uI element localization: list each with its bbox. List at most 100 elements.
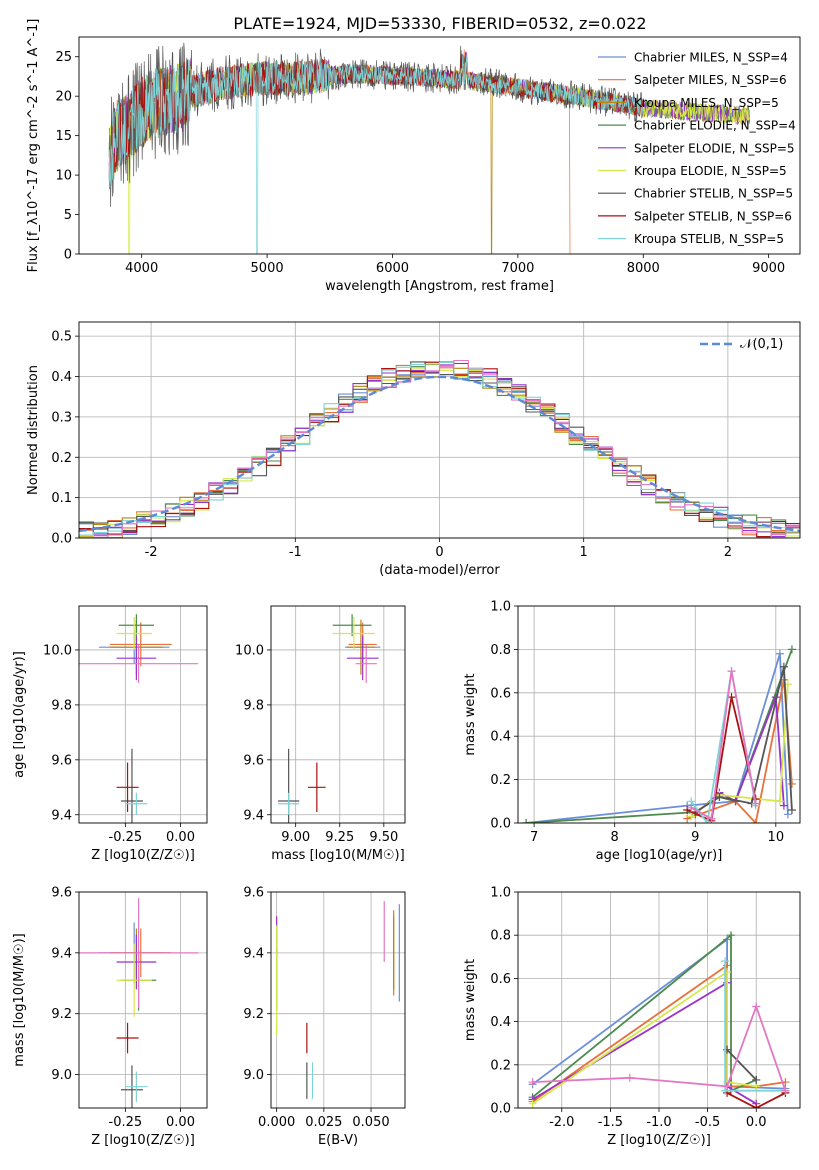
y-tick-label: 0.6: [490, 686, 511, 701]
y-tick-label: 0.1: [51, 491, 72, 506]
y-tick-label: 9.4: [51, 808, 72, 823]
x-tick-label: 0.00: [166, 1115, 195, 1130]
y-tick-label: 5: [64, 208, 72, 223]
age-vs-metallicity-y-axis-label: age [log10(age/yr)]: [12, 651, 27, 778]
y-tick-label: 0.3: [51, 410, 72, 425]
x-tick-label: 9.25: [325, 830, 354, 845]
age-vs-metallicity: -0.25 0.00 9.4 9.6 9.8 10.0: [43, 606, 207, 845]
axes-frame: [270, 891, 406, 1109]
mass-weight-marker: [751, 819, 760, 823]
y-tick-label: 1.0: [490, 886, 511, 901]
y-tick-label: 10.0: [43, 643, 72, 658]
mass-weight-marker: [781, 1086, 790, 1095]
y-tick-label: 10.0: [235, 643, 264, 658]
mass-weight-marker: [783, 810, 792, 819]
mass-weight-marker: [625, 1073, 634, 1082]
legend-label: Kroupa STELIB, N_SSP=5: [634, 232, 784, 246]
mass-weight-marker: [787, 805, 796, 814]
legend-label: Salpeter MILES, N_SSP=6: [634, 73, 787, 87]
mass-vs-metallicity-x-axis-label: Z [log10(Z/Z☉)]: [91, 1133, 195, 1148]
x-tick-label: 0: [435, 545, 443, 560]
x-tick-label: -1: [289, 545, 302, 560]
mass-vs-metallicity: -0.25 0.00 9.0 9.2 9.4 9.6: [51, 886, 207, 1130]
mass-weight-marker: [715, 792, 724, 801]
x-tick-label: 0.025: [305, 1115, 342, 1130]
x-tick-label: -1.5: [598, 1115, 623, 1130]
histogram-steps: [79, 359, 800, 538]
spectrum-lines: [108, 42, 750, 254]
x-tick-label: 9.50: [369, 830, 398, 845]
x-tick-label: 4000: [125, 261, 158, 276]
y-tick-label: 9.6: [51, 753, 72, 768]
y-tick-label: 0.0: [490, 817, 511, 832]
y-tick-label: 0.2: [51, 451, 72, 466]
y-tick-label: 9.2: [243, 1007, 264, 1022]
age-vs-metallicity-x-axis-label: Z [log10(Z/Z☉)]: [91, 848, 195, 863]
y-tick-label: 0.4: [490, 1015, 511, 1030]
mass-weight-line: [532, 970, 757, 1105]
legend-label: Chabrier STELIB, N_SSP=5: [634, 187, 793, 201]
axes-frame: [78, 605, 208, 824]
age-vs-mass-x-axis-label: mass [log10(M/M☉)]: [271, 848, 404, 863]
y-tick-label: 9.6: [243, 753, 264, 768]
y-tick-label: 9.6: [51, 886, 72, 901]
mass-weight-marker: [779, 662, 788, 671]
legend-label: 𝒩(0,1): [740, 337, 783, 352]
y-tick-label: 0.2: [490, 1058, 511, 1073]
x-tick-label: 0.0: [746, 1115, 767, 1130]
mass-weight-vs-metallicity-y-axis-label: mass weight: [463, 959, 478, 1041]
axes-frame: [78, 36, 801, 255]
x-tick-label: 2: [724, 545, 732, 560]
y-tick-label: 0.4: [490, 730, 511, 745]
y-tick-label: 15: [55, 129, 72, 144]
mass-weight-marker: [528, 1078, 537, 1087]
mass-weight-marker: [528, 1099, 537, 1108]
x-tick-label: 9.00: [281, 830, 310, 845]
y-tick-label: 25: [55, 50, 72, 65]
mass-weight-vs-age: 7 8 9 10 0.0 0.2 0.4 0.6 0.8 1.0: [490, 600, 800, 845]
mass-weight-marker: [787, 645, 796, 654]
mass-weight-line: [686, 696, 757, 823]
x-tick-label: 7000: [501, 261, 534, 276]
y-tick-label: 9.4: [51, 946, 72, 961]
axes-frame: [270, 605, 406, 824]
mass-weight-line: [724, 961, 786, 1092]
mass-weight-marker: [703, 819, 712, 823]
x-tick-label: 10: [768, 830, 785, 845]
x-tick-label: 0.00: [166, 830, 195, 845]
x-tick-label: -0.25: [109, 830, 143, 845]
mass-weight-marker: [752, 1075, 761, 1084]
mass-weight-marker: [787, 779, 796, 788]
normal-reference-curve: [79, 375, 800, 533]
x-tick-label: -1.0: [646, 1115, 671, 1130]
x-tick-label: 0.050: [352, 1115, 389, 1130]
x-tick-label: 1: [580, 545, 588, 560]
x-tick-label: -2.0: [549, 1115, 574, 1130]
mass-weight-vs-metallicity-series: [528, 931, 790, 1108]
y-tick-label: 0.8: [490, 929, 511, 944]
y-tick-label: 0.4: [51, 370, 72, 385]
legend-label: Chabrier MILES, N_SSP=4: [634, 51, 788, 65]
age-vs-mass: 9.00 9.25 9.50 9.4 9.6 9.8 10.0: [235, 606, 405, 845]
mass-vs-extinction-x-axis-label: E(B-V): [318, 1133, 358, 1148]
y-tick-label: 0.0: [51, 532, 72, 547]
mass-vs-metallicity-y-axis-label: mass [log10(M/M☉)]: [12, 933, 27, 1066]
mass-weight-marker: [687, 803, 696, 812]
mass-weight-marker: [707, 814, 716, 823]
x-tick-label: 0.000: [258, 1115, 295, 1130]
spectrum-title: PLATE=1924, MJD=53330, FIBERID=0532, z=0…: [233, 14, 646, 33]
axes-frame: [78, 321, 801, 539]
mass-weight-marker: [723, 1082, 732, 1091]
y-tick-label: 9.8: [51, 698, 72, 713]
x-tick-label: -0.5: [695, 1115, 720, 1130]
mass-weight-marker: [727, 667, 736, 676]
mass-weight-marker: [751, 799, 760, 808]
axes-frame: [517, 605, 801, 824]
legend-label: Chabrier ELODIE, N_SSP=4: [634, 119, 796, 133]
mass-weight-vs-metallicity-x-axis-label: Z [log10(Z/Z☉)]: [607, 1133, 711, 1148]
legend-label: Salpeter ELODIE, N_SSP=5: [634, 141, 795, 155]
y-tick-label: 9.4: [243, 808, 264, 823]
axes-frame: [78, 891, 208, 1109]
spectrum-legend: Chabrier MILES, N_SSP=4 Salpeter MILES, N…: [598, 51, 796, 246]
